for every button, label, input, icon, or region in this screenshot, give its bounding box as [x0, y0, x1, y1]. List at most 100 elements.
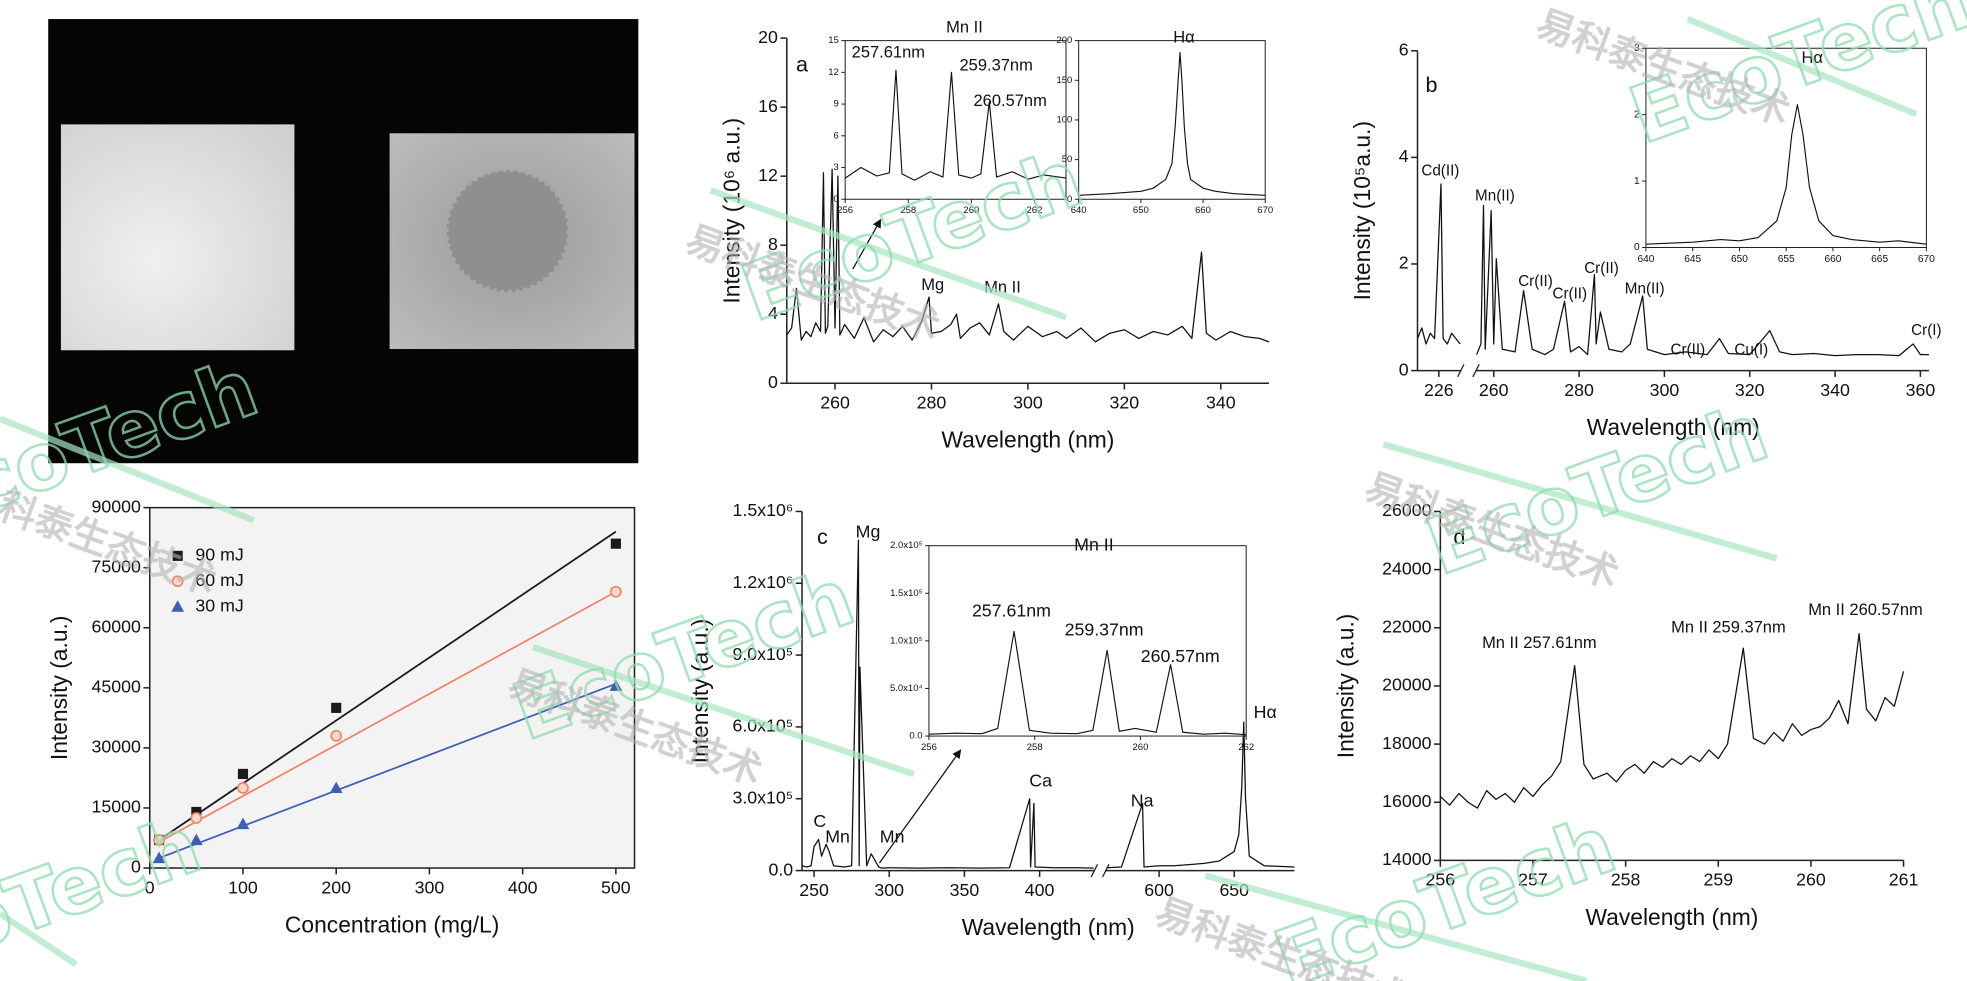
y-tick-label: 15 [828, 35, 839, 46]
x-tick-label: 100 [228, 877, 258, 897]
spectrum-line [844, 69, 1067, 181]
x-tick-label: 258 [1027, 742, 1043, 753]
annotation: Cd(II) [1421, 162, 1459, 179]
spectrum-line [1416, 183, 1929, 357]
annotation: Hα [1254, 702, 1277, 722]
plot-frame [1078, 40, 1266, 200]
annotation: Mn [825, 826, 850, 846]
y-tick-label: 4 [1399, 146, 1409, 166]
annotation: a [796, 52, 808, 77]
x-tick-label: 260 [820, 393, 850, 413]
y-tick-label: 1.5x10⁵ [890, 588, 923, 599]
y-axis-label: Intensity (a.u.) [1333, 614, 1359, 759]
x-tick-label: 262 [1238, 742, 1254, 753]
y-tick-label: 2.0x10⁵ [890, 540, 923, 551]
y-tick-label: 26000 [1382, 500, 1431, 520]
x-tick-label: 256 [1426, 870, 1456, 890]
x-tick-label: 650 [1731, 254, 1748, 265]
filter-sample [60, 124, 295, 351]
x-tick-label: 670 [1257, 205, 1273, 216]
y-tick-label: 3 [834, 162, 839, 173]
y-tick-label: 9.0x10⁵ [732, 644, 793, 664]
x-tick-label: 665 [1871, 254, 1888, 265]
arrow [852, 218, 882, 270]
chart-panel: 256 258 260 262 0.0 5.0x10⁴ 1.0x10⁵ 1.5x10⁵ 2.0x… [890, 534, 1254, 753]
y-tick-label: 30000 [92, 737, 141, 757]
x-tick-label: 256 [921, 742, 937, 753]
annotation: Cu(I) [1734, 341, 1768, 358]
x-tick-label: 261 [1889, 870, 1919, 890]
fit-line [158, 590, 617, 843]
x-tick-label: 260 [1479, 380, 1509, 400]
chart-panel: 640 645 650 655 660 665 670 0 1 2 3 Hα [1634, 43, 1935, 265]
annotation: Mg [856, 522, 881, 542]
x-tick-label: 400 [1025, 880, 1055, 900]
marker [152, 851, 166, 864]
x-tick-label: 280 [1564, 380, 1594, 400]
x-tick-label: 0 [145, 877, 155, 897]
y-tick-label: 18000 [1382, 733, 1431, 753]
annotation: Mn [880, 826, 905, 846]
y-tick-label: 3.0x10⁵ [732, 787, 793, 807]
axis-break [1090, 863, 1099, 878]
y-tick-label: 75000 [92, 556, 141, 576]
y-tick-label: 2 [1634, 109, 1640, 120]
y-axis-label: Intensity (a.u.) [687, 619, 713, 764]
y-tick-label: 6 [834, 130, 839, 141]
annotation: Mn II 257.61nm [1482, 634, 1597, 652]
y-tick-label: 2 [1399, 253, 1409, 273]
x-tick-label: 660 [1195, 205, 1211, 216]
marker [610, 538, 621, 549]
y-tick-label: 0 [131, 857, 141, 877]
x-tick-label: 262 [1027, 205, 1043, 216]
axis-break-gap [1461, 365, 1476, 376]
legend-label: 90 mJ [195, 545, 243, 565]
y-tick-label: 0 [1067, 194, 1072, 205]
y-axis-label: Intensity (10⁵a.u.) [1349, 121, 1375, 300]
annotation: 260.57nm [1141, 646, 1220, 666]
x-tick-label: 650 [1219, 880, 1249, 900]
annotation: Mn II 260.57nm [1808, 601, 1923, 619]
annotation: Mn II [984, 278, 1021, 296]
chart-panel: 250 300 350 400 600 650 0.0 3.0x10⁵ 6.0x10⁵ 9.0x1… [687, 500, 1295, 940]
annotation: Cr(II) [1518, 273, 1553, 290]
x-tick-label: 257 [1518, 870, 1548, 890]
x-axis-label: Wavelength (nm) [1587, 414, 1760, 440]
annotation: Mn II [946, 18, 983, 36]
y-tick-label: 100 [1056, 114, 1072, 125]
x-tick-label: 600 [1144, 880, 1174, 900]
marker [330, 729, 343, 742]
y-axis-label: Intensity (10⁶ a.u.) [719, 118, 745, 304]
x-tick-label: 280 [917, 393, 947, 413]
photo [48, 19, 639, 464]
chart-panel: 256 258 260 262 0 3 6 9 12 15 Mn II 257.61nm 259.37n… [828, 18, 1067, 216]
annotation: c [817, 524, 828, 549]
spectrum-line [1439, 632, 1905, 809]
legend-marker [171, 575, 184, 588]
annotation: Mn(II) [1475, 188, 1515, 205]
y-tick-label: 90000 [92, 496, 141, 516]
x-tick-label: 300 [1013, 393, 1043, 413]
spectrum-line [928, 630, 1247, 736]
axis-break [1457, 363, 1465, 378]
watermark-logo: EcoTech [730, 132, 1094, 339]
y-tick-label: 60000 [92, 616, 141, 636]
x-axis-label: Concentration (mg/L) [285, 911, 499, 937]
x-tick-label: 300 [415, 877, 445, 897]
y-tick-label: 1.5x10⁶ [733, 500, 794, 520]
y-tick-label: 1.0x10⁵ [890, 635, 923, 646]
annotation: Cr(II) [1584, 260, 1619, 277]
x-axis-label: Wavelength (nm) [1585, 904, 1758, 930]
x-tick-label: 500 [601, 877, 631, 897]
y-tick-label: 24000 [1382, 558, 1431, 578]
legend-marker [171, 600, 185, 612]
annotation: Hα [1173, 28, 1195, 46]
x-tick-label: 258 [900, 205, 916, 216]
watermark-logo: EcoTech [1618, 0, 1967, 162]
x-tick-label: 340 [1206, 393, 1236, 413]
watermark-stripe [0, 911, 78, 968]
watermark-stripe [709, 187, 1068, 321]
y-tick-label: 0 [1634, 242, 1640, 253]
